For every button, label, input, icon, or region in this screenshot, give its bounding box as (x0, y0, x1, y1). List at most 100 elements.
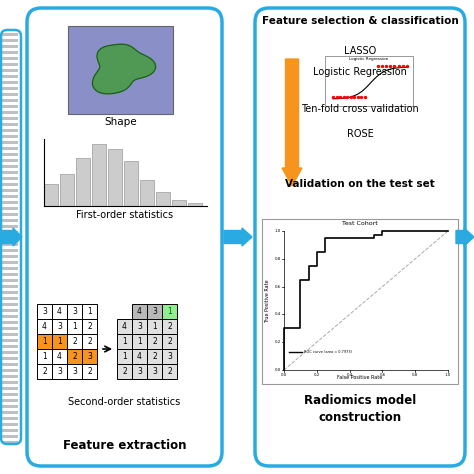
Text: 0.8: 0.8 (412, 373, 419, 377)
Text: 2: 2 (122, 367, 127, 376)
Bar (2, 140, 18, 144)
Text: True Positive Rate: True Positive Rate (265, 280, 271, 323)
Text: 3: 3 (167, 352, 172, 361)
Text: 2: 2 (42, 367, 47, 376)
Bar (67, 364, 82, 379)
Bar (162, 349, 177, 364)
Text: 0.0: 0.0 (275, 368, 281, 372)
Text: Shape: Shape (104, 117, 137, 127)
Bar (2, 284, 18, 288)
Bar (2, 207, 18, 210)
Bar (52, 304, 67, 319)
Bar (2, 374, 18, 378)
Point (403, 62, 411, 70)
Bar (2, 386, 18, 390)
Bar (2, 164, 18, 168)
Text: 2: 2 (167, 322, 172, 331)
Bar (2, 45, 18, 48)
FancyArrow shape (456, 228, 474, 246)
FancyArrow shape (224, 228, 252, 246)
Text: 3: 3 (57, 322, 62, 331)
Bar (2, 428, 18, 432)
Text: 2: 2 (87, 337, 92, 346)
Bar (117, 319, 132, 334)
Bar (2, 273, 18, 276)
Bar (2, 74, 18, 78)
Text: 0.0: 0.0 (281, 373, 287, 377)
Text: 2: 2 (152, 337, 157, 346)
Bar (37, 364, 52, 379)
Bar (140, 180, 155, 206)
Text: 2: 2 (72, 337, 77, 346)
Bar (2, 368, 18, 372)
Bar (2, 417, 18, 420)
Bar (162, 364, 177, 379)
Bar (2, 363, 18, 366)
Text: 1: 1 (167, 307, 172, 316)
Point (357, 93, 365, 101)
Bar (82, 304, 97, 319)
Text: Feature selection & classification: Feature selection & classification (262, 16, 458, 26)
Bar (2, 302, 18, 306)
Point (374, 62, 382, 70)
Bar (2, 117, 18, 120)
Bar (52, 334, 67, 349)
Bar (156, 192, 171, 206)
Text: Validation on the test set: Validation on the test set (285, 179, 435, 189)
Text: 1: 1 (87, 307, 92, 316)
Bar (67, 304, 82, 319)
Text: 2: 2 (72, 352, 77, 361)
Bar (325, 56, 413, 106)
Bar (52, 364, 67, 379)
Text: 3: 3 (152, 367, 157, 376)
Bar (2, 51, 18, 54)
Text: Ten-fold cross validation: Ten-fold cross validation (301, 104, 419, 114)
Text: 4: 4 (137, 307, 142, 316)
Bar (147, 304, 162, 319)
Text: 4: 4 (42, 322, 47, 331)
Bar (2, 297, 18, 300)
FancyArrow shape (0, 228, 22, 246)
Point (350, 93, 358, 101)
Text: 2: 2 (167, 337, 172, 346)
Text: 3: 3 (72, 307, 77, 316)
Bar (2, 182, 18, 186)
Bar (52, 319, 67, 334)
Bar (132, 334, 147, 349)
Point (336, 93, 344, 101)
Bar (2, 327, 18, 330)
Bar (82, 334, 97, 349)
Text: 0.4: 0.4 (346, 373, 353, 377)
Bar (37, 334, 52, 349)
Bar (2, 315, 18, 318)
Text: Logistic Regression: Logistic Regression (313, 67, 407, 77)
Bar (2, 194, 18, 198)
Bar (2, 237, 18, 240)
Bar (2, 435, 18, 438)
Bar (2, 248, 18, 252)
Bar (2, 338, 18, 342)
Bar (2, 63, 18, 66)
Bar (108, 149, 122, 206)
Text: 4: 4 (122, 322, 127, 331)
Text: Logistic Regression: Logistic Regression (349, 57, 389, 61)
Bar (2, 392, 18, 396)
FancyBboxPatch shape (27, 8, 222, 466)
Bar (82, 364, 97, 379)
Text: Test Cohort: Test Cohort (342, 221, 378, 226)
Bar (2, 279, 18, 282)
Bar (147, 334, 162, 349)
Bar (82, 349, 97, 364)
Text: 2: 2 (167, 367, 172, 376)
Text: 2: 2 (87, 322, 92, 331)
Bar (2, 381, 18, 384)
Text: 2: 2 (152, 352, 157, 361)
Bar (132, 364, 147, 379)
Bar (2, 99, 18, 102)
Bar (37, 349, 52, 364)
Bar (68, 26, 173, 114)
Bar (2, 345, 18, 348)
Text: 1: 1 (72, 322, 77, 331)
Text: 1: 1 (137, 337, 142, 346)
Point (383, 62, 390, 70)
